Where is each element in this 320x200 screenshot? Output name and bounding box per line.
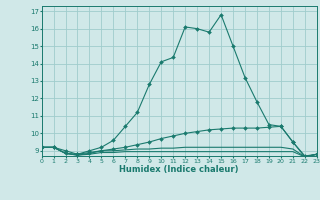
X-axis label: Humidex (Indice chaleur): Humidex (Indice chaleur) <box>119 165 239 174</box>
